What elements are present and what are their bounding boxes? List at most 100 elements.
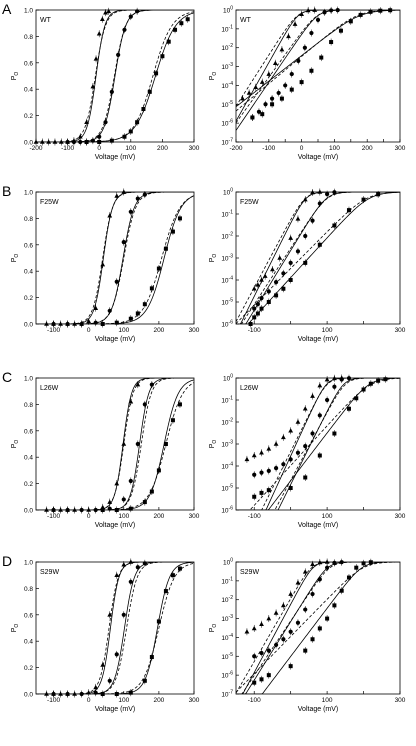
y-tick-label: 0.2 <box>24 295 33 302</box>
mutant-label: L26W <box>40 385 59 392</box>
data-point-triangle <box>44 321 49 326</box>
data-point-triangle <box>259 621 264 627</box>
y-tick-label: 0.4 <box>24 87 33 94</box>
data-point-triangle <box>286 33 291 39</box>
panel-letter-D: D <box>2 553 12 569</box>
data-point-circle <box>51 691 56 697</box>
data-point-square <box>100 508 105 512</box>
data-point-circle <box>128 579 133 584</box>
data-point-triangle <box>128 559 134 564</box>
data-point-circle <box>142 402 147 407</box>
y-tick-label: 10-6 <box>221 119 233 128</box>
data-point-square <box>100 322 105 326</box>
x-tick-label: 300 <box>395 513 406 520</box>
data-point-square <box>142 302 147 307</box>
data-point-square <box>170 573 175 578</box>
data-point-square <box>354 565 359 570</box>
data-point-triangle <box>259 79 265 84</box>
mutant-label: F25W <box>240 199 259 206</box>
x-tick-label: 300 <box>395 697 406 704</box>
chart-A-log: -200 -100 0 100 200 300 10-7 10-6 10-5 10-4 10-3 10… <box>209 6 406 162</box>
data-point-triangle <box>302 406 308 411</box>
plot-frame <box>235 9 401 143</box>
data-point-circle <box>255 302 260 307</box>
chart-D-log: -100 100 300 10-7 10-6 10-5 10-4 10-3 10-2 10-1 10… <box>209 558 406 714</box>
fit-curve-dashed <box>36 382 194 510</box>
y-tick-label: 100 <box>223 6 233 15</box>
fit-curve-dashed <box>236 562 400 693</box>
fit-curve-dashed <box>36 192 194 324</box>
data-point-circle <box>346 376 352 381</box>
x-axis-label: Voltage (mV) <box>298 336 338 343</box>
data-point-square <box>156 266 161 271</box>
data-point-circle <box>259 470 264 475</box>
data-point-triangle <box>292 21 298 26</box>
y-tick-label: 10-6 <box>221 671 233 680</box>
data-point-square <box>354 396 359 401</box>
data-point-circle <box>93 690 98 695</box>
y-tick-label: 10-1 <box>221 576 233 585</box>
y-tick-label: 0.8 <box>24 34 33 41</box>
data-point-circle <box>317 413 322 418</box>
y-tick-label: 10-4 <box>221 81 233 90</box>
data-point-square <box>266 300 271 304</box>
data-point-circle <box>303 444 308 449</box>
data-point-circle <box>288 260 293 265</box>
data-point-square <box>177 566 182 571</box>
data-point-triangle <box>317 383 323 388</box>
data-point-circle <box>65 139 70 145</box>
data-point-square <box>128 316 133 321</box>
data-point-triangle <box>100 262 106 267</box>
mutant-label: S29W <box>240 569 259 576</box>
y-tick-label: 10-7 <box>221 690 233 699</box>
mutant-label: F25W <box>40 199 59 206</box>
data-point-square <box>279 96 284 101</box>
data-point-triangle <box>259 277 264 282</box>
fit-curve-solid <box>36 378 194 510</box>
data-point-triangle <box>280 602 286 608</box>
data-point-triangle <box>107 213 113 218</box>
fit-curve-dashed <box>236 192 400 324</box>
fit-curve-dashed <box>36 562 194 694</box>
data-point-circle <box>259 296 264 301</box>
data-point-circle <box>121 240 126 245</box>
fit-curve-solid <box>36 195 194 324</box>
x-tick-label: 200 <box>157 145 168 152</box>
x-tick-label: -100 <box>47 513 60 520</box>
chart-B-log: -100 100 300 10-6 10-5 10-4 10-3 10-2 10-1 100 Vol… <box>209 188 406 344</box>
fit-curve-dashed <box>236 192 400 324</box>
x-tick-label: 300 <box>395 145 406 152</box>
x-tick-label: 0 <box>300 145 304 152</box>
data-point-circle <box>93 320 98 325</box>
x-tick-label: 300 <box>395 327 406 334</box>
data-point-square <box>166 39 171 44</box>
data-point-circle <box>339 560 344 565</box>
plot-frame <box>35 561 195 695</box>
data-point-square <box>274 293 279 298</box>
data-point-triangle <box>295 419 301 424</box>
x-axis-label: Voltage (mV) <box>95 706 135 713</box>
y-axis-label: PO <box>11 254 20 263</box>
data-point-triangle <box>240 96 245 101</box>
data-point-square <box>346 406 351 411</box>
data-point-circle <box>263 102 268 107</box>
data-point-square <box>252 315 257 320</box>
x-tick-label: 0 <box>87 327 91 334</box>
data-point-triangle <box>58 691 63 696</box>
data-point-circle <box>266 648 271 653</box>
data-point-circle <box>315 17 321 22</box>
data-point-circle <box>65 507 70 513</box>
data-point-triangle <box>270 266 275 272</box>
data-point-circle <box>121 497 126 502</box>
data-point-circle <box>295 450 301 455</box>
data-point-circle <box>135 9 140 14</box>
data-point-triangle <box>58 321 63 326</box>
data-point-square <box>255 311 260 316</box>
mutant-label: WT <box>240 17 252 24</box>
data-point-square <box>142 500 147 505</box>
data-point-square <box>388 8 393 13</box>
data-point-triangle <box>255 282 261 287</box>
y-tick-label: 10-5 <box>221 484 233 493</box>
data-point-circle <box>107 678 112 683</box>
y-tick-label: 10-6 <box>221 506 233 515</box>
